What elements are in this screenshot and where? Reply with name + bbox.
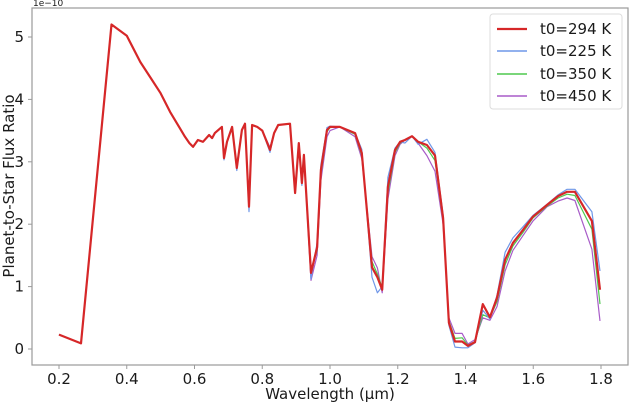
x-tick-label: 1.4 xyxy=(454,370,478,388)
series-line xyxy=(58,23,602,347)
x-tick-label: 1.0 xyxy=(318,370,342,388)
x-axis-label: Wavelength (µm) xyxy=(265,385,395,403)
y-tick-label: 4 xyxy=(14,90,24,108)
y-tick-label: 1 xyxy=(14,278,24,296)
legend-item-294: t0=294 K xyxy=(497,20,612,38)
x-tick-label: 0.8 xyxy=(250,370,274,388)
legend-item-225: t0=225 K xyxy=(497,42,612,60)
y-tick-label: 3 xyxy=(14,153,24,171)
y-tick-label: 5 xyxy=(14,28,24,46)
legend-item-450: t0=450 K xyxy=(497,87,612,105)
legend-label: t0=450 K xyxy=(540,87,612,105)
y-tick-label: 0 xyxy=(14,340,24,358)
legend-label: t0=225 K xyxy=(540,42,612,60)
y-tick-label: 2 xyxy=(14,215,24,233)
x-tick-label: 0.6 xyxy=(183,370,207,388)
legend-frame xyxy=(489,13,623,110)
x-tick-label: 0.4 xyxy=(115,370,139,388)
y-axis-label: Planet-to-Star Flux Ratio xyxy=(0,94,18,277)
x-tick-label: 1.6 xyxy=(521,370,545,388)
x-tick-label: 1.2 xyxy=(386,370,410,388)
legend-label: t0=350 K xyxy=(540,65,612,83)
legend-item-350: t0=350 K xyxy=(497,65,612,83)
x-tick-label: 1.8 xyxy=(589,370,613,388)
legend: t0=294 K t0=225 K t0=350 K t0=450 K xyxy=(489,13,623,110)
series-layer xyxy=(58,23,602,349)
y-axis-ticks: 0 1 2 3 4 5 xyxy=(14,28,32,358)
x-axis-ticks: 0.2 0.4 0.6 0.8 1.0 1.2 1.4 1.6 1.8 xyxy=(47,365,613,388)
x-tick-label: 0.2 xyxy=(47,370,71,388)
y-offset-label: 1e−10 xyxy=(33,0,64,9)
legend-label: t0=294 K xyxy=(540,20,612,38)
